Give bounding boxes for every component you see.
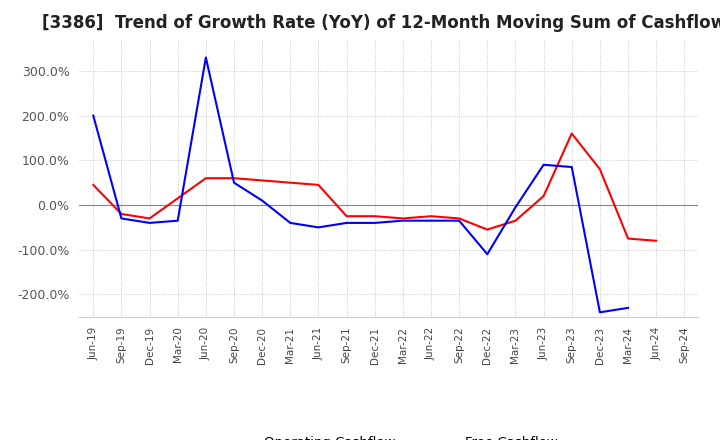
Free Cashflow bbox=[595, 310, 604, 315]
Operating Cashflow bbox=[314, 182, 323, 187]
Free Cashflow bbox=[370, 220, 379, 226]
Free Cashflow bbox=[314, 225, 323, 230]
Operating Cashflow bbox=[652, 238, 660, 243]
Free Cashflow bbox=[89, 113, 98, 118]
Free Cashflow bbox=[399, 218, 408, 224]
Free Cashflow bbox=[202, 55, 210, 60]
Free Cashflow bbox=[427, 218, 436, 224]
Free Cashflow bbox=[624, 305, 632, 311]
Operating Cashflow bbox=[258, 178, 266, 183]
Line: Operating Cashflow: Operating Cashflow bbox=[94, 133, 656, 241]
Free Cashflow bbox=[539, 162, 548, 168]
Operating Cashflow bbox=[174, 196, 182, 201]
Operating Cashflow bbox=[455, 216, 464, 221]
Free Cashflow bbox=[455, 218, 464, 224]
Operating Cashflow bbox=[483, 227, 492, 232]
Free Cashflow bbox=[145, 220, 154, 226]
Free Cashflow bbox=[230, 180, 238, 185]
Operating Cashflow bbox=[230, 176, 238, 181]
Free Cashflow bbox=[483, 252, 492, 257]
Legend: Operating Cashflow, Free Cashflow: Operating Cashflow, Free Cashflow bbox=[215, 431, 563, 440]
Free Cashflow bbox=[342, 220, 351, 226]
Operating Cashflow bbox=[567, 131, 576, 136]
Operating Cashflow bbox=[117, 211, 126, 216]
Operating Cashflow bbox=[286, 180, 294, 185]
Operating Cashflow bbox=[624, 236, 632, 241]
Operating Cashflow bbox=[145, 216, 154, 221]
Operating Cashflow bbox=[202, 176, 210, 181]
Free Cashflow bbox=[258, 198, 266, 203]
Operating Cashflow bbox=[370, 213, 379, 219]
Free Cashflow bbox=[567, 165, 576, 170]
Free Cashflow bbox=[117, 216, 126, 221]
Operating Cashflow bbox=[539, 194, 548, 199]
Operating Cashflow bbox=[427, 213, 436, 219]
Operating Cashflow bbox=[342, 213, 351, 219]
Title: [3386]  Trend of Growth Rate (YoY) of 12-Month Moving Sum of Cashflows: [3386] Trend of Growth Rate (YoY) of 12-… bbox=[42, 15, 720, 33]
Operating Cashflow bbox=[511, 218, 520, 224]
Free Cashflow bbox=[511, 205, 520, 210]
Operating Cashflow bbox=[595, 167, 604, 172]
Operating Cashflow bbox=[399, 216, 408, 221]
Operating Cashflow bbox=[89, 182, 98, 187]
Free Cashflow bbox=[286, 220, 294, 226]
Free Cashflow bbox=[174, 218, 182, 224]
Line: Free Cashflow: Free Cashflow bbox=[94, 58, 628, 312]
